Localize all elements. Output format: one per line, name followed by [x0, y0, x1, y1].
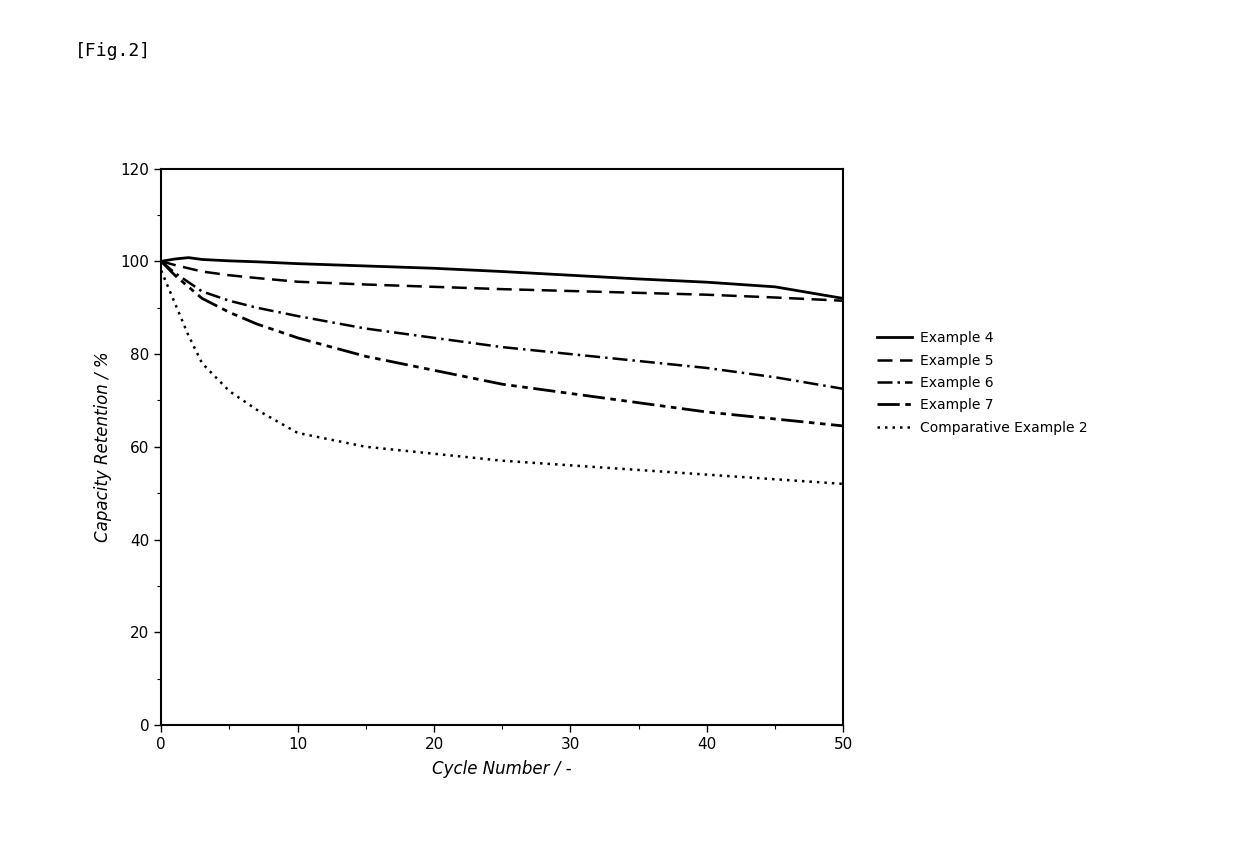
Example 6: [495, 342, 510, 352]
Example 5: [768, 293, 782, 303]
Example 6: [563, 349, 578, 359]
Example 7: [290, 333, 305, 343]
Comparative Example 2: [290, 427, 305, 438]
Example 5: [699, 290, 714, 300]
Example 6: [290, 311, 305, 321]
Example 4: [563, 270, 578, 280]
Example 6: [181, 277, 196, 287]
Example 5: [222, 270, 237, 280]
Example 5: [249, 273, 264, 283]
Example 6: [768, 372, 782, 382]
Example 5: [181, 263, 196, 273]
Example 6: [358, 324, 373, 334]
Comparative Example 2: [167, 298, 182, 308]
Example 4: [768, 282, 782, 292]
Example 7: [631, 398, 646, 408]
Example 4: [181, 253, 196, 263]
Example 5: [495, 284, 510, 294]
Example 7: [495, 379, 510, 389]
Example 6: [631, 356, 646, 366]
Comparative Example 2: [836, 479, 851, 489]
Example 6: [222, 296, 237, 306]
Example 5: [427, 282, 441, 292]
Example 7: [249, 319, 264, 329]
Line: Comparative Example 2: Comparative Example 2: [161, 271, 843, 484]
Comparative Example 2: [181, 330, 196, 341]
Example 6: [836, 384, 851, 394]
Example 5: [290, 277, 305, 287]
Comparative Example 2: [768, 474, 782, 484]
Example 7: [699, 407, 714, 417]
Example 4: [631, 274, 646, 284]
Example 6: [699, 362, 714, 373]
Comparative Example 2: [427, 448, 441, 459]
X-axis label: Cycle Number / -: Cycle Number / -: [433, 760, 572, 778]
Comparative Example 2: [222, 386, 237, 396]
Example 6: [427, 333, 441, 343]
Example 7: [563, 389, 578, 399]
Text: [Fig.2]: [Fig.2]: [74, 42, 150, 60]
Legend: Example 4, Example 5, Example 6, Example 7, Comparative Example 2: Example 4, Example 5, Example 6, Example…: [878, 331, 1089, 435]
Line: Example 6: Example 6: [161, 261, 843, 389]
Example 7: [222, 307, 237, 317]
Line: Example 5: Example 5: [161, 261, 843, 301]
Example 7: [167, 270, 182, 280]
Example 6: [154, 256, 169, 266]
Example 7: [181, 282, 196, 292]
Example 4: [154, 256, 169, 266]
Example 5: [154, 256, 169, 266]
Example 4: [495, 266, 510, 277]
Comparative Example 2: [699, 470, 714, 480]
Example 4: [427, 263, 441, 273]
Example 4: [167, 254, 182, 264]
Example 4: [249, 257, 264, 267]
Example 4: [195, 255, 210, 265]
Example 5: [631, 287, 646, 298]
Comparative Example 2: [495, 455, 510, 465]
Example 4: [699, 277, 714, 287]
Example 6: [249, 303, 264, 313]
Example 5: [167, 260, 182, 270]
Comparative Example 2: [249, 405, 264, 415]
Example 7: [836, 421, 851, 431]
Example 7: [427, 365, 441, 375]
Line: Example 4: Example 4: [161, 258, 843, 298]
Line: Example 7: Example 7: [161, 261, 843, 426]
Example 6: [195, 287, 210, 297]
Example 4: [290, 259, 305, 269]
Example 4: [836, 293, 851, 303]
Example 5: [195, 266, 210, 277]
Example 5: [563, 286, 578, 296]
Example 5: [836, 296, 851, 306]
Example 7: [195, 293, 210, 303]
Comparative Example 2: [195, 358, 210, 368]
Example 7: [768, 414, 782, 424]
Example 4: [222, 255, 237, 266]
Example 4: [358, 260, 373, 271]
Example 6: [167, 268, 182, 278]
Example 7: [358, 352, 373, 362]
Comparative Example 2: [154, 266, 169, 276]
Comparative Example 2: [631, 464, 646, 475]
Example 5: [358, 279, 373, 289]
Y-axis label: Capacity Retention / %: Capacity Retention / %: [94, 352, 112, 542]
Comparative Example 2: [358, 442, 373, 452]
Example 7: [154, 256, 169, 266]
Comparative Example 2: [563, 460, 578, 470]
